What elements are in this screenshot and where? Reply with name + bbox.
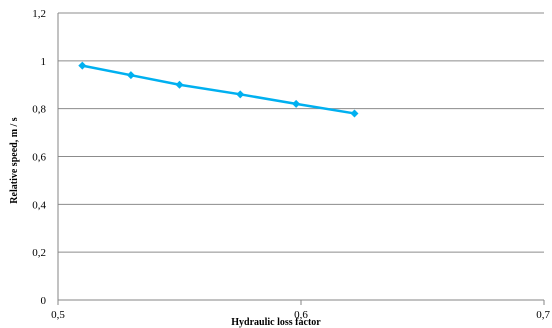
x-axis-title: Hydraulic loss factor xyxy=(231,317,321,328)
y-tick-label: 0,8 xyxy=(32,104,46,116)
x-tick-label: 0,6 xyxy=(294,309,308,321)
data-point xyxy=(292,99,301,108)
series-line xyxy=(82,64,355,115)
y-tick-label: 0,2 xyxy=(32,247,46,259)
data-point xyxy=(175,80,184,89)
data-point xyxy=(236,90,245,99)
y-tick-label: 1 xyxy=(41,56,47,68)
x-axis: 0,5 0,6 0,7 xyxy=(51,300,551,321)
y-axis-title: Relative speed, m / s xyxy=(9,117,20,203)
y-axis: 0 0,2 0,4 0,6 0,8 1 1,2 xyxy=(32,8,59,307)
gridlines xyxy=(58,12,544,301)
y-tick-label: 0,4 xyxy=(32,199,46,211)
x-tick-label: 0,5 xyxy=(51,309,65,321)
data-point xyxy=(350,109,359,118)
data-point xyxy=(78,61,87,70)
x-tick-label: 0,7 xyxy=(536,309,550,321)
y-tick-label: 0,6 xyxy=(32,152,46,164)
y-tick-label: 0 xyxy=(41,295,47,307)
plot-series xyxy=(78,61,359,118)
y-tick-label: 1,2 xyxy=(32,8,46,20)
data-point xyxy=(126,71,135,80)
